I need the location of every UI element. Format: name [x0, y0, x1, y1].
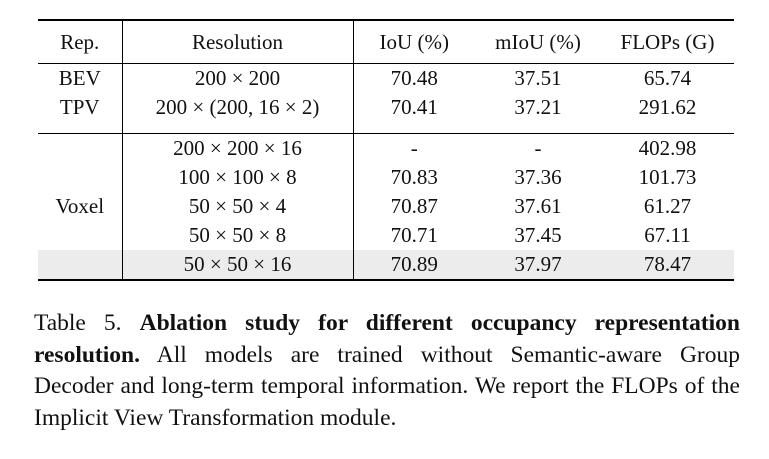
header-resolution: Resolution — [122, 19, 354, 64]
cell-miou: - — [475, 133, 601, 163]
cell-rep: TPV — [38, 93, 123, 122]
cell-flops: 78.47 — [601, 250, 734, 281]
cell-flops: 65.74 — [601, 63, 734, 93]
cell-rep: Voxel — [38, 192, 123, 221]
cell-resolution: 100 × 100 × 8 — [122, 163, 354, 192]
cell-resolution: 200 × 200 × 16 — [122, 133, 354, 163]
cell-iou: 70.71 — [390, 223, 438, 247]
cell-iou: 70.83 — [390, 165, 438, 189]
cell-miou: 37.61 — [514, 194, 562, 218]
cell-iou: 70.48 — [353, 63, 475, 93]
cell-rep — [38, 163, 123, 192]
cell-resolution: 200 × (200, 16 × 2) — [122, 93, 354, 122]
results-table-container: Rep. Resolution IoU (%) mIoU (%) FLOPs (… — [38, 19, 734, 281]
cell-miou: 37.51 — [475, 63, 601, 93]
results-table: Rep. Resolution IoU (%) mIoU (%) FLOPs (… — [38, 19, 734, 281]
table-row-voxel-3: Voxel 50 × 50 × 4 70.87 37.61 61.27 — [38, 192, 734, 221]
cell-iou: 70.89 — [353, 250, 475, 281]
cell-resolution: 50 × 50 × 8 — [122, 221, 354, 250]
table-caption: Table 5. Ablation study for different oc… — [34, 308, 740, 434]
cell-flops: 291.62 — [638, 95, 697, 119]
cell-rep: BEV — [38, 63, 123, 93]
cell-rep — [38, 133, 123, 163]
header-miou: mIoU (%) — [475, 19, 601, 64]
cell-iou: 70.41 — [390, 95, 438, 119]
cell-resolution: 50 × 50 × 16 — [122, 250, 354, 281]
header-flops: FLOPs (G) — [601, 19, 734, 64]
cell-miou: 37.45 — [514, 223, 562, 247]
table-row-voxel-2: 100 × 100 × 8 70.83 37.36 101.73 — [38, 163, 734, 192]
cell-resolution: 200 × 200 — [122, 63, 354, 93]
cell-miou: 37.36 — [514, 165, 562, 189]
table-row-tpv: TPV 200 × (200, 16 × 2) 70.41 37.21 291.… — [38, 93, 734, 122]
table-header-row: Rep. Resolution IoU (%) mIoU (%) FLOPs (… — [38, 19, 734, 64]
table-row-voxel-1: 200 × 200 × 16 - - 402.98 — [38, 133, 734, 163]
cell-flops: 67.11 — [644, 223, 691, 247]
cell-flops: 101.73 — [638, 165, 697, 189]
caption-label: Table 5. — [34, 310, 122, 336]
caption-title: Ablation study for different occupancy r… — [34, 310, 740, 368]
cell-rep — [38, 221, 123, 250]
header-iou: IoU (%) — [353, 19, 475, 64]
table-row-voxel-4: 50 × 50 × 8 70.71 37.45 67.11 — [38, 221, 734, 250]
caption-body: All models are trained without Semantic-… — [34, 341, 740, 431]
cell-iou: - — [353, 133, 475, 163]
table-row-bev: BEV 200 × 200 70.48 37.51 65.74 — [38, 63, 734, 93]
table-spacer-row — [38, 122, 734, 134]
cell-iou: 70.87 — [390, 194, 438, 218]
cell-resolution: 50 × 50 × 4 — [122, 192, 354, 221]
cell-flops: 402.98 — [601, 133, 734, 163]
cell-rep — [38, 250, 123, 281]
cell-flops: 61.27 — [643, 194, 692, 218]
cell-miou: 37.97 — [475, 250, 601, 281]
cell-miou: 37.21 — [514, 95, 562, 119]
table-row-voxel-5: 50 × 50 × 16 70.89 37.97 78.47 — [38, 250, 734, 281]
header-rep: Rep. — [38, 19, 123, 64]
